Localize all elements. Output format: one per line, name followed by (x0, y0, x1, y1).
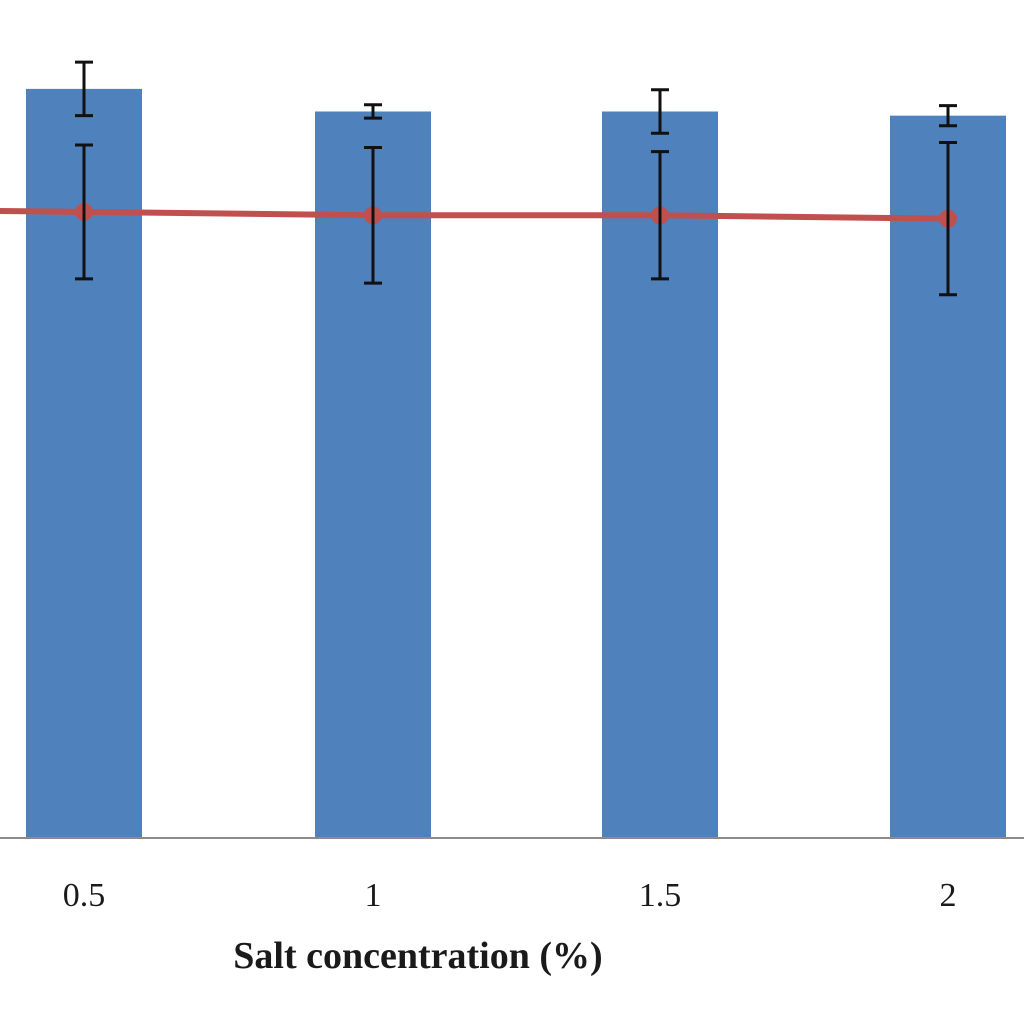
x-tick-label: 1 (365, 877, 382, 914)
line-error-bar (939, 140, 957, 297)
bar-error-bars (75, 60, 957, 135)
bar-error-bar (364, 103, 382, 120)
line-series-path (0, 207, 949, 222)
x-tick-label: 1.5 (639, 877, 682, 914)
bar-error-bar (651, 88, 669, 135)
bar-error-bar (75, 60, 93, 118)
line-series (0, 202, 957, 228)
x-tick-label: 0.5 (63, 877, 106, 914)
line-error-bar (364, 145, 382, 285)
bars (26, 88, 1006, 838)
x-tick-label: 2 (940, 877, 957, 914)
line-error-bar (75, 143, 93, 281)
line-error-bars (75, 140, 957, 297)
line-error-bar (651, 150, 669, 281)
x-tick-labels: 0.5 1 1.5 2 (63, 877, 957, 914)
bar-error-bar (939, 104, 957, 128)
x-axis-title: Salt concentration (%) (233, 935, 602, 977)
